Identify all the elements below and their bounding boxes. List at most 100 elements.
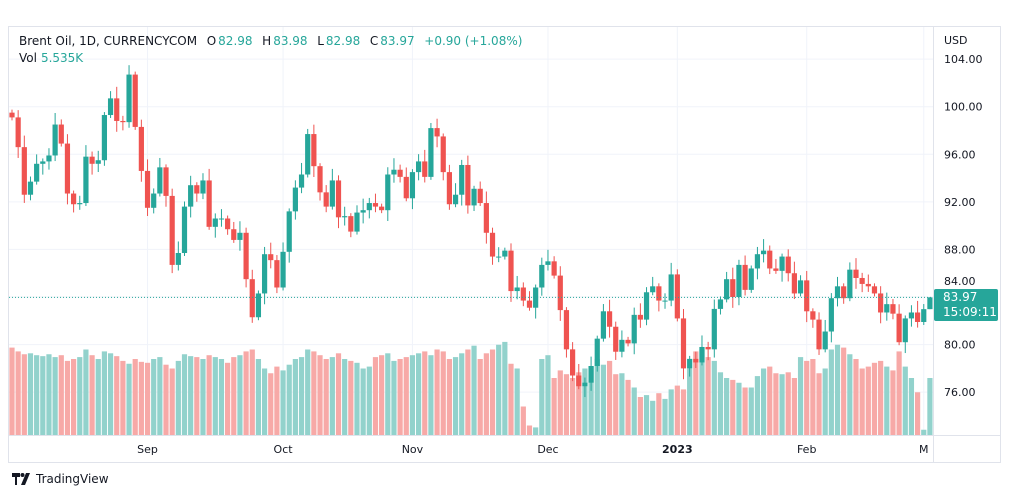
candle-body bbox=[268, 254, 274, 261]
volume-value: 5.535K bbox=[40, 51, 84, 65]
candle-body bbox=[736, 264, 742, 298]
volume-bar bbox=[255, 359, 262, 435]
volume-bar bbox=[865, 366, 871, 435]
volume-bar bbox=[354, 362, 360, 435]
volume-bar bbox=[797, 357, 804, 435]
candle bbox=[138, 119, 144, 182]
time-axis-label: Oct bbox=[274, 443, 294, 456]
candle bbox=[785, 249, 791, 282]
candle-body bbox=[908, 312, 915, 319]
candle-body bbox=[27, 181, 34, 195]
low-label: L bbox=[317, 34, 324, 48]
volume-bar bbox=[391, 360, 397, 435]
candle-body bbox=[902, 318, 908, 343]
volume-bar bbox=[631, 387, 637, 435]
volume-bar bbox=[489, 349, 496, 435]
volume-bar bbox=[200, 359, 206, 435]
candle-body bbox=[335, 180, 342, 218]
volume-bar bbox=[711, 360, 717, 435]
candle bbox=[822, 319, 828, 353]
volume-bar bbox=[828, 349, 834, 435]
volume-bar bbox=[15, 351, 21, 435]
volume-bar bbox=[582, 368, 588, 435]
candle-body bbox=[225, 218, 231, 230]
candle-body bbox=[921, 309, 927, 322]
candle-body bbox=[15, 117, 21, 148]
candle bbox=[896, 304, 902, 346]
candle-body bbox=[409, 172, 416, 199]
volume-bar bbox=[40, 356, 46, 435]
candle bbox=[144, 159, 151, 217]
volume-bar bbox=[533, 427, 539, 435]
volume-bar bbox=[785, 372, 791, 435]
candle-body bbox=[533, 287, 539, 308]
candle bbox=[163, 164, 169, 207]
volume-bar bbox=[83, 349, 89, 435]
candle-body bbox=[613, 326, 619, 352]
volume-bar bbox=[748, 387, 754, 435]
candle bbox=[791, 261, 797, 300]
candle-body bbox=[434, 128, 440, 137]
volume-bar bbox=[600, 364, 607, 435]
volume-bar bbox=[834, 344, 841, 435]
candle bbox=[452, 183, 459, 208]
candle-body bbox=[760, 250, 767, 255]
candle-body bbox=[582, 382, 588, 387]
volume-bar bbox=[120, 360, 126, 435]
candle bbox=[711, 299, 717, 358]
candle-body bbox=[348, 216, 354, 232]
volume-bar bbox=[452, 357, 459, 435]
volume-bar bbox=[643, 395, 650, 435]
volume-bar bbox=[188, 356, 194, 435]
tradingview-logo[interactable]: TradingView bbox=[12, 472, 109, 486]
candle-body bbox=[748, 268, 754, 290]
candle bbox=[52, 113, 58, 162]
volume-bar bbox=[847, 354, 853, 435]
volume-bar bbox=[693, 351, 699, 435]
candle bbox=[514, 275, 520, 300]
candle-body bbox=[397, 169, 403, 177]
candle-body bbox=[132, 74, 138, 127]
candle-body bbox=[600, 311, 607, 339]
volume-bar bbox=[95, 359, 101, 435]
candle bbox=[225, 215, 231, 235]
volume-bar bbox=[34, 355, 40, 435]
candle-body bbox=[496, 256, 502, 258]
candle bbox=[563, 307, 570, 358]
candle bbox=[200, 173, 206, 200]
candle bbox=[637, 303, 643, 328]
bar-countdown: 15:09:11 bbox=[943, 305, 997, 319]
volume-bar bbox=[520, 406, 526, 435]
candle-body bbox=[231, 229, 237, 240]
candle-body bbox=[637, 314, 643, 320]
candle-body bbox=[687, 358, 693, 369]
candle bbox=[446, 164, 452, 210]
volume-bar bbox=[101, 351, 108, 435]
candle bbox=[465, 155, 471, 214]
currency-label: USD bbox=[944, 34, 968, 47]
candle-body bbox=[754, 254, 761, 269]
volume-bar bbox=[816, 373, 822, 435]
candle-body bbox=[483, 203, 489, 233]
volume-bar bbox=[114, 356, 120, 435]
candle-body bbox=[773, 268, 779, 271]
volume-bar bbox=[243, 351, 249, 435]
volume-bar bbox=[206, 355, 212, 435]
volume-bar bbox=[822, 368, 828, 435]
volume-bar bbox=[871, 362, 878, 435]
candle bbox=[576, 363, 582, 390]
candle-body bbox=[274, 260, 280, 288]
candle-body bbox=[656, 286, 662, 301]
candle-body bbox=[243, 232, 249, 280]
candle-body bbox=[188, 185, 194, 207]
volume-bar bbox=[21, 354, 27, 435]
volume-bar bbox=[9, 347, 15, 435]
candle bbox=[243, 227, 249, 288]
candle-body bbox=[64, 143, 71, 194]
candle-body bbox=[34, 163, 40, 182]
candle bbox=[847, 262, 853, 302]
candle bbox=[502, 247, 508, 260]
candle-body bbox=[101, 115, 108, 161]
volume-bar bbox=[311, 351, 317, 435]
